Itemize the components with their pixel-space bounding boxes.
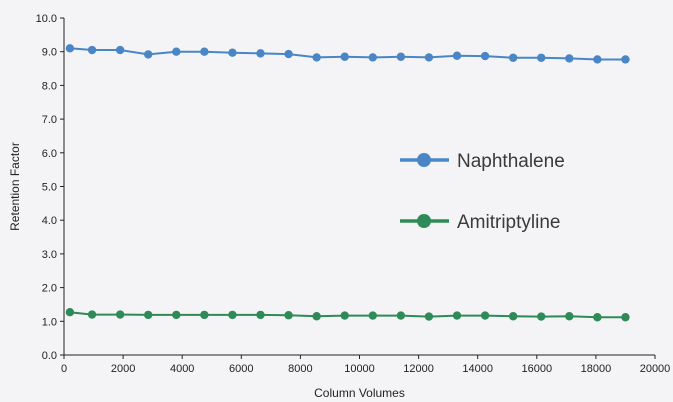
data-point — [312, 312, 321, 321]
y-tick-label: 8.0 — [42, 80, 57, 92]
data-point — [284, 311, 293, 320]
y-tick-label: 1.0 — [42, 316, 57, 328]
data-point — [480, 311, 490, 320]
y-tick-label: 7.0 — [42, 114, 57, 126]
data-point — [228, 48, 237, 57]
data-point — [593, 55, 602, 64]
data-point — [508, 312, 518, 321]
data-point — [200, 310, 209, 320]
data-point — [424, 312, 434, 321]
data-point — [172, 310, 181, 320]
legend-item-naphthalene: Naphthalene — [400, 151, 565, 172]
x-tick-label: 2000 — [111, 363, 135, 375]
legend-label: Amitriptyline — [457, 212, 560, 233]
y-axis-title: Retention Factor — [8, 142, 22, 231]
axes: 0.0 1.0 2.0 3.0 4.0 5.0 6.0 7.0 8.0 9.0 10.0 0 2000 4… — [36, 13, 671, 375]
data-point — [228, 310, 237, 320]
data-point — [340, 52, 349, 61]
data-point — [593, 313, 602, 322]
data-point — [452, 51, 462, 60]
y-tick-label: 10.0 — [36, 13, 57, 25]
data-point — [256, 49, 265, 58]
y-tick-label: 4.0 — [42, 215, 57, 227]
x-tick-label: 10000 — [344, 363, 375, 375]
x-tick-label: 16000 — [522, 363, 553, 375]
data-point — [87, 45, 97, 55]
data-point — [621, 313, 630, 322]
x-tick-label: 0 — [61, 363, 67, 375]
data-point — [256, 310, 265, 320]
data-point — [537, 312, 546, 321]
x-tick-label: 20000 — [640, 363, 671, 375]
data-point — [452, 311, 462, 320]
data-point — [396, 52, 406, 61]
series-amitriptyline — [65, 308, 630, 322]
y-tick-label: 5.0 — [42, 182, 57, 194]
legend-item-amitriptyline: Amitriptyline — [400, 212, 560, 233]
data-point — [65, 308, 75, 317]
series-layer — [65, 44, 630, 322]
data-point — [340, 311, 349, 320]
data-point — [115, 45, 125, 55]
x-tick-label: 4000 — [170, 363, 194, 375]
data-point — [144, 50, 153, 59]
data-point — [65, 44, 75, 53]
legend-label: Naphthalene — [457, 151, 565, 172]
x-tick-label: 12000 — [403, 363, 434, 375]
x-tick-label: 18000 — [581, 363, 612, 375]
data-point — [368, 53, 377, 62]
legend: Naphthalene Amitriptyline — [400, 151, 565, 233]
legend-swatch-marker — [417, 214, 431, 228]
y-tick-label: 3.0 — [42, 249, 57, 261]
series-naphthalene — [65, 44, 630, 64]
y-tick-label: 6.0 — [42, 148, 57, 160]
y-tick-label: 0.0 — [42, 350, 57, 362]
data-point — [565, 312, 574, 321]
x-tick-label: 6000 — [229, 363, 253, 375]
data-point — [480, 51, 490, 61]
data-point — [396, 311, 406, 320]
y-tick-label: 9.0 — [42, 47, 57, 59]
x-axis-title: Column Volumes — [314, 386, 405, 400]
x-tick-label: 14000 — [462, 363, 493, 375]
data-point — [200, 47, 209, 56]
x-tick-label: 8000 — [288, 363, 312, 375]
data-point — [565, 54, 574, 63]
data-point — [424, 53, 434, 62]
data-point — [508, 53, 518, 62]
data-point — [87, 310, 97, 319]
data-point — [537, 53, 546, 62]
data-point — [368, 311, 377, 320]
data-point — [312, 53, 321, 62]
y-tick-label: 2.0 — [42, 283, 57, 295]
data-point — [172, 47, 181, 56]
data-point — [115, 310, 125, 319]
data-point — [621, 55, 630, 64]
data-point — [284, 49, 293, 59]
data-point — [144, 310, 153, 320]
legend-swatch-marker — [417, 153, 431, 167]
